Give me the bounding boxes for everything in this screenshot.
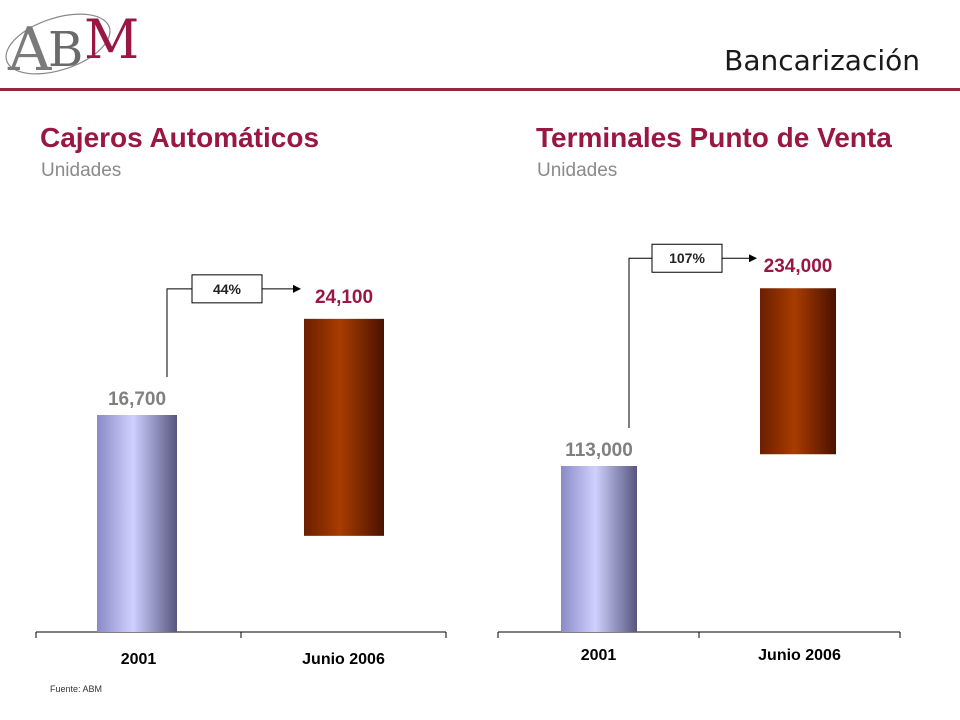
svg-text:B: B [48, 22, 83, 78]
svg-text:A: A [7, 15, 52, 85]
bar-junio-2006 [760, 288, 836, 455]
chart-subtitle-atm: Unidades [41, 160, 122, 181]
abm-logo: A B M [5, 8, 139, 85]
chart-subtitle-pos: Unidades [537, 160, 618, 181]
value-label-junio-2006: 234,000 [764, 256, 833, 277]
growth-label: 107% [669, 250, 705, 266]
bar-2001 [97, 415, 177, 632]
growth-connector [628, 257, 652, 428]
category-label: 2001 [581, 647, 617, 664]
growth-label: 44% [213, 281, 242, 297]
category-label: Junio 2006 [758, 647, 841, 664]
header-divider [0, 88, 960, 91]
chart-title-atm: Cajeros Automáticos [40, 122, 320, 153]
bar-junio-2006 [304, 318, 384, 536]
growth-connector [166, 288, 192, 377]
source-note: Fuente: ABM [50, 684, 103, 694]
chart-title-pos: Terminales Punto de Venta [536, 122, 892, 153]
svg-text:M: M [84, 8, 139, 71]
bar-2001 [561, 466, 637, 632]
category-label: Junio 2006 [302, 651, 385, 668]
value-label-junio-2006: 24,100 [315, 287, 373, 308]
value-label-2001: 16,700 [108, 389, 166, 410]
slide-title: Bancarización [724, 44, 920, 77]
growth-box [651, 243, 723, 273]
value-label-2001: 113,000 [565, 440, 633, 461]
category-label: 2001 [121, 651, 157, 668]
